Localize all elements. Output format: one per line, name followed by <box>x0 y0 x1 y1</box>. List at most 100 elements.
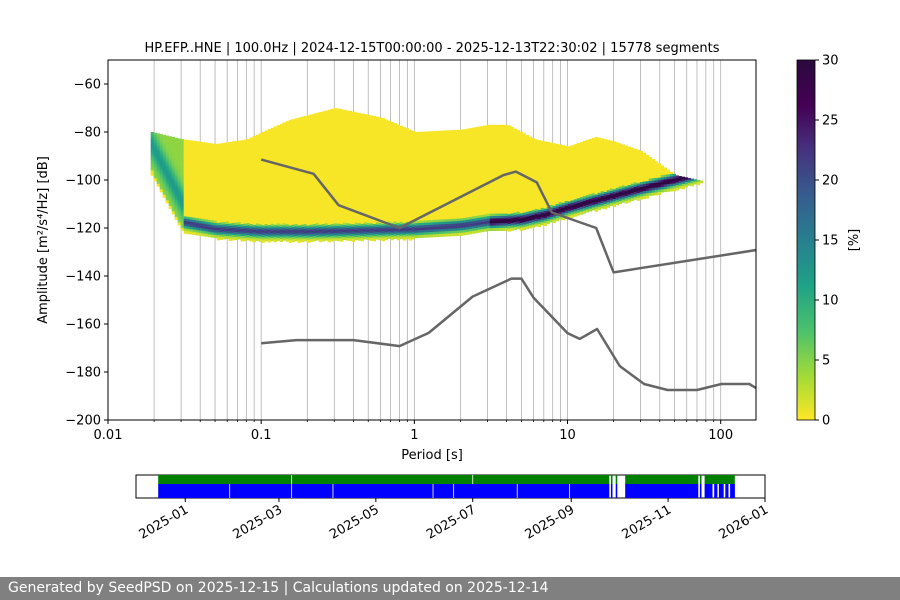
density-cell <box>405 214 409 218</box>
density-cell <box>414 168 418 171</box>
density-cell <box>393 183 397 187</box>
density-cell <box>405 200 409 204</box>
density-cell <box>375 171 379 175</box>
density-cell <box>414 196 418 200</box>
density-cell <box>450 137 454 141</box>
density-cell <box>219 203 223 207</box>
density-cell <box>267 232 271 236</box>
density-cell <box>477 220 481 224</box>
density-cell <box>459 144 463 147</box>
density-cell <box>279 239 283 242</box>
density-cell <box>327 126 331 130</box>
density-cell <box>384 203 388 207</box>
density-cell <box>369 185 373 188</box>
density-cell <box>453 139 457 143</box>
density-cell <box>333 182 337 186</box>
density-cell <box>261 175 265 178</box>
density-cell <box>309 164 313 168</box>
density-cell <box>222 147 226 151</box>
density-cell <box>444 176 448 179</box>
density-cell <box>336 142 340 146</box>
density-cell <box>378 232 382 236</box>
density-cell <box>327 184 331 188</box>
density-cell <box>180 139 184 143</box>
density-cell <box>345 192 349 195</box>
density-cell <box>228 230 232 234</box>
density-cell <box>480 171 484 175</box>
density-cell <box>327 152 331 156</box>
density-cell <box>270 192 274 196</box>
density-cell <box>288 167 292 171</box>
density-cell <box>384 131 388 135</box>
density-cell <box>279 193 283 197</box>
density-cell <box>291 131 295 135</box>
density-cell <box>336 214 340 218</box>
density-cell <box>309 217 313 221</box>
density-cell <box>282 194 286 198</box>
density-cell <box>234 201 238 204</box>
density-cell <box>321 219 325 223</box>
density-cell <box>270 151 274 155</box>
density-cell <box>318 160 322 163</box>
density-cell <box>189 195 193 199</box>
density-cell <box>180 206 184 210</box>
density-cell <box>336 151 340 155</box>
density-cell <box>384 198 388 202</box>
density-cell <box>387 156 391 160</box>
density-cell <box>219 162 223 166</box>
density-cell <box>195 184 199 188</box>
density-cell <box>441 219 445 223</box>
density-cell <box>468 164 472 168</box>
density-cell <box>303 161 307 165</box>
density-cell <box>381 209 385 213</box>
density-cell <box>306 218 310 222</box>
density-cell <box>408 129 412 133</box>
density-cell <box>276 127 280 131</box>
density-cell <box>414 184 418 188</box>
density-cell <box>324 201 328 205</box>
density-cell <box>408 139 412 143</box>
density-cell <box>438 149 442 153</box>
density-cell <box>402 194 406 198</box>
density-cell <box>165 142 169 146</box>
density-cell <box>192 172 196 175</box>
density-cell <box>228 153 232 157</box>
density-cell <box>444 224 448 227</box>
density-cell <box>285 221 289 225</box>
density-cell <box>429 176 433 180</box>
density-cell <box>180 175 184 179</box>
density-cell <box>402 199 406 203</box>
density-cell <box>384 181 388 185</box>
density-cell <box>438 171 442 175</box>
density-cell <box>174 173 178 177</box>
density-cell <box>459 213 463 217</box>
density-cell <box>231 148 235 152</box>
density-cell <box>282 201 286 205</box>
density-cell <box>267 129 271 133</box>
density-cell <box>462 148 466 152</box>
density-cell <box>345 180 349 183</box>
density-cell <box>360 151 364 155</box>
density-cell <box>279 159 283 163</box>
density-cell <box>213 179 217 183</box>
density-cell <box>468 185 472 189</box>
density-cell <box>282 177 286 181</box>
density-cell <box>399 125 403 129</box>
density-cell <box>159 182 163 186</box>
density-cell <box>261 237 265 241</box>
density-cell <box>321 228 325 232</box>
density-cell <box>465 198 469 202</box>
density-cell <box>441 212 445 216</box>
density-cell <box>267 237 271 241</box>
density-cell <box>474 218 478 222</box>
density-cell <box>207 167 211 170</box>
density-cell <box>453 230 457 234</box>
density-cell <box>408 208 412 212</box>
density-cell <box>330 202 334 206</box>
density-cell <box>336 125 340 129</box>
density-cell <box>237 147 241 151</box>
density-cell <box>300 181 304 185</box>
density-cell <box>417 208 421 212</box>
density-cell <box>258 171 262 175</box>
density-cell <box>396 158 400 162</box>
